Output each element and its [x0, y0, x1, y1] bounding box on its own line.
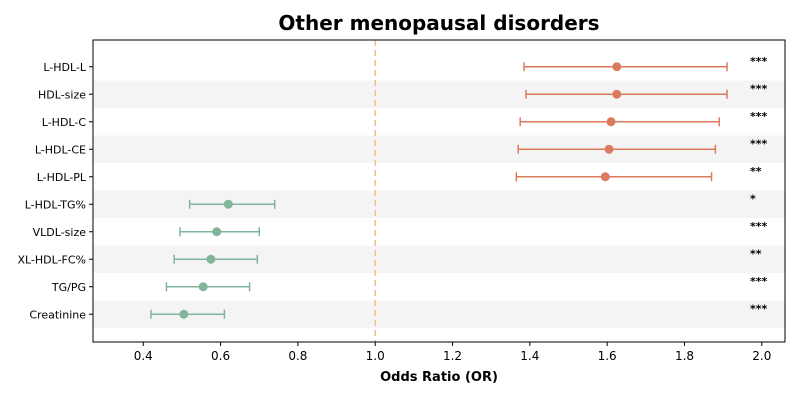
y-tick-label: L-HDL-TG% [25, 198, 86, 211]
significance-label: *** [750, 82, 768, 95]
or-point [606, 117, 616, 127]
x-tick-label: 1.8 [675, 349, 694, 363]
y-tick-label: VLDL-size [33, 226, 87, 239]
x-tick-label: 1.0 [366, 349, 385, 363]
x-tick-label: 0.4 [134, 349, 153, 363]
significance-label: * [750, 192, 756, 205]
significance-label: *** [750, 275, 768, 288]
or-point [206, 254, 216, 264]
x-tick-label: 0.8 [288, 349, 307, 363]
y-tick-label: TG/PG [51, 281, 86, 294]
or-point [612, 89, 622, 99]
or-point [223, 199, 233, 209]
y-tick-label: L-HDL-C [42, 116, 87, 129]
significance-label: *** [750, 137, 768, 150]
x-tick-label: 1.6 [598, 349, 617, 363]
significance-label: *** [750, 55, 768, 68]
y-tick-label: Creatinine [29, 308, 86, 321]
chart-title: Other menopausal disorders [278, 11, 599, 35]
significance-label: ** [750, 165, 762, 178]
x-axis-label: Odds Ratio (OR) [380, 370, 498, 385]
or-point [212, 227, 222, 237]
x-axis-ticks: 0.4 0.6 0.8 1.0 1.2 1.4 1.6 1.8 2.0 [134, 342, 771, 363]
axes-frame [92, 39, 786, 343]
or-point [604, 144, 614, 154]
y-tick-label: L-HDL-PL [37, 171, 87, 184]
data-marks: ************************** [150, 55, 768, 319]
x-tick-label: 2.0 [752, 349, 771, 363]
x-tick-label: 0.6 [211, 349, 230, 363]
or-point [612, 62, 622, 72]
x-tick-label: 1.4 [520, 349, 539, 363]
y-tick-label: L-HDL-L [43, 61, 87, 74]
or-point [198, 282, 208, 292]
y-tick-label: L-HDL-CE [35, 143, 86, 156]
x-tick-label: 1.2 [443, 349, 462, 363]
significance-label: ** [750, 247, 762, 260]
y-tick-label: XL-HDL-FC% [17, 253, 86, 266]
or-point [179, 309, 189, 319]
y-tick-label: HDL-size [38, 88, 86, 101]
significance-label: *** [750, 220, 768, 233]
significance-label: *** [750, 110, 768, 123]
significance-label: *** [750, 302, 768, 315]
y-axis-ticks: L-HDL-L HDL-size L-HDL-C L-HDL-CE L-HDL-PL L-… [17, 61, 93, 321]
or-point [600, 172, 610, 182]
